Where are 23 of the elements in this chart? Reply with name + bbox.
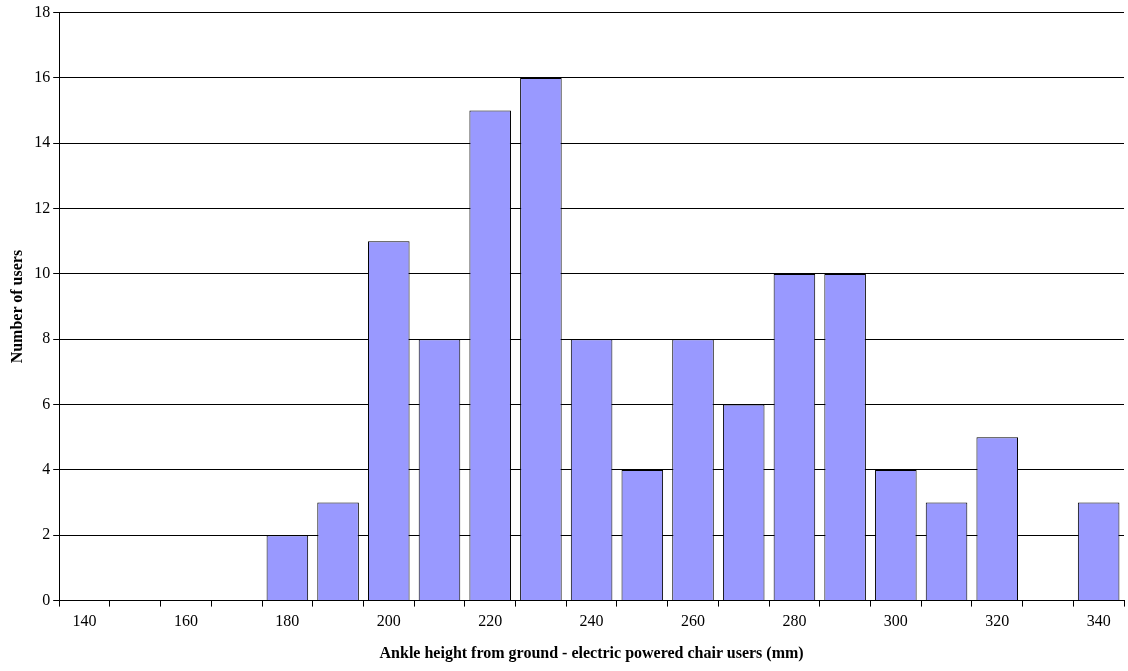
x-tick-label: 200 [376, 612, 401, 630]
y-tick-label: 6 [42, 394, 51, 412]
x-tick-label: 160 [173, 612, 198, 630]
y-tick-label: 18 [34, 2, 51, 20]
x-tick-label: 180 [275, 612, 300, 630]
y-tick-label: 16 [34, 68, 51, 86]
y-axis-title: Number of users [7, 249, 25, 364]
x-axis-title: Ankle height from ground - electric powered chair users (mm) [379, 643, 804, 662]
x-tick-label: 280 [782, 612, 807, 630]
x-tick-label: 220 [478, 612, 503, 630]
y-tick-label: 10 [34, 264, 51, 282]
y-tick-label: 14 [34, 133, 51, 151]
x-tick-label: 320 [985, 612, 1010, 630]
x-tick-label: 260 [681, 612, 706, 630]
y-tick-label: 8 [42, 329, 51, 347]
x-tick-label: 240 [579, 612, 604, 630]
y-tick-label: 2 [42, 525, 51, 543]
y-tick-label: 0 [42, 590, 51, 608]
y-tick-label: 4 [42, 460, 51, 478]
x-tick-label: 140 [72, 612, 97, 630]
x-tick-label: 340 [1086, 612, 1111, 630]
x-tick-label: 300 [883, 612, 908, 630]
y-tick-label: 12 [34, 198, 51, 216]
